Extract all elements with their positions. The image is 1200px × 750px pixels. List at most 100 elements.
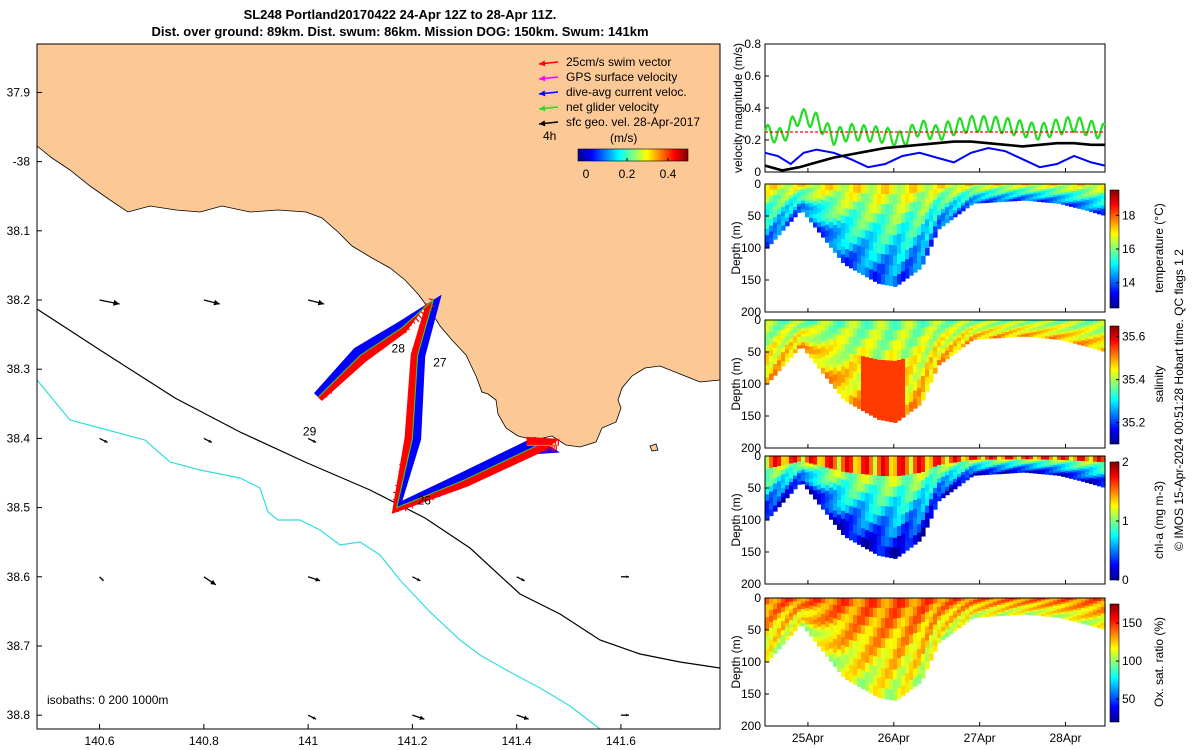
section-cell <box>989 200 994 203</box>
section-cell <box>789 467 794 472</box>
section-cell <box>937 629 942 635</box>
section-cell <box>937 320 942 326</box>
section-cell <box>953 333 958 337</box>
section-cell <box>1021 323 1026 326</box>
section-cell <box>1041 612 1046 615</box>
section-cell <box>765 352 770 359</box>
section-cell <box>1097 328 1102 333</box>
section-cell <box>873 627 878 638</box>
swim-vector <box>428 298 434 301</box>
section-cell <box>813 188 818 194</box>
section-cell <box>1017 462 1022 465</box>
section-cell <box>949 630 954 635</box>
section-cell <box>817 329 822 335</box>
section-cell <box>897 516 902 527</box>
section-cell <box>949 470 954 475</box>
section-cell <box>837 227 842 236</box>
section-cell <box>957 621 962 626</box>
section-cell <box>969 184 974 187</box>
section-cell <box>909 365 914 376</box>
section-cell <box>973 335 978 338</box>
section-cell <box>937 188 942 194</box>
section-cell <box>1005 603 1010 606</box>
section-cell <box>1065 194 1070 198</box>
section-cell <box>1029 328 1034 331</box>
section-cell <box>997 321 1002 325</box>
section-cell <box>813 201 818 207</box>
section-cell <box>821 221 826 228</box>
section-cell <box>1037 196 1042 199</box>
section-cell <box>929 320 934 327</box>
section-cell <box>845 344 850 354</box>
section-cell <box>1025 467 1030 470</box>
section-cell <box>893 537 898 549</box>
legend-arrow-head <box>539 60 546 67</box>
section-cell <box>933 466 938 473</box>
section-cell <box>861 634 866 644</box>
section-cell <box>941 602 946 607</box>
section-cell <box>1009 320 1014 323</box>
section-cell <box>901 456 906 467</box>
section-cell <box>969 612 974 616</box>
section-cell <box>1021 198 1026 201</box>
swim-vector <box>396 507 400 513</box>
section-cell <box>1085 199 1090 203</box>
section-cell <box>1017 606 1022 609</box>
section-cell <box>873 666 878 677</box>
section-cell <box>953 459 958 464</box>
section-cell <box>1045 193 1050 196</box>
section-cell <box>989 336 994 339</box>
section-cell <box>961 208 966 212</box>
section-cell <box>937 219 942 225</box>
section-cell <box>929 647 934 655</box>
section-cell <box>829 202 834 210</box>
section-cell <box>1069 602 1074 606</box>
section-cell <box>1033 457 1038 460</box>
section-cell <box>877 657 882 669</box>
section-cell <box>837 499 842 508</box>
section-cell <box>917 362 922 372</box>
section-cell <box>865 202 870 213</box>
section-cell <box>1101 619 1106 624</box>
section-cell <box>977 329 982 332</box>
section-cell <box>801 206 806 210</box>
section-cell <box>933 503 938 510</box>
section-cell <box>845 368 850 378</box>
section-cell <box>1077 602 1082 606</box>
section-cell <box>1093 334 1098 338</box>
section-cell <box>809 490 814 495</box>
section-cell <box>917 320 922 330</box>
section-cell <box>805 346 810 351</box>
section-cell <box>885 370 890 382</box>
section-cell <box>1077 470 1082 474</box>
section-cell <box>889 265 894 276</box>
geo-vector-head <box>210 579 216 585</box>
section-cell <box>1097 621 1102 626</box>
section-cell <box>901 397 906 408</box>
section-cell <box>821 498 826 505</box>
section-cell <box>921 320 926 329</box>
section-cell <box>965 460 970 464</box>
section-cell <box>1013 331 1018 334</box>
section-cell <box>1089 320 1094 324</box>
section-cell <box>825 638 830 646</box>
section-cell <box>849 606 854 616</box>
section-cell <box>945 327 950 333</box>
section-cell <box>1061 604 1066 607</box>
section-cell <box>973 615 978 618</box>
section-cell <box>1021 612 1026 615</box>
section-cell <box>937 473 942 479</box>
section-cell <box>1085 333 1090 337</box>
section-cell <box>1049 599 1054 603</box>
section-cell <box>861 347 866 357</box>
section-cell <box>865 653 870 664</box>
section-cell <box>989 334 994 337</box>
section-cell <box>1061 198 1066 201</box>
section-cell <box>1041 192 1046 196</box>
section-cell <box>977 467 982 470</box>
section-cell <box>817 334 822 340</box>
section-cell <box>1057 456 1062 459</box>
section-cell <box>961 328 966 332</box>
